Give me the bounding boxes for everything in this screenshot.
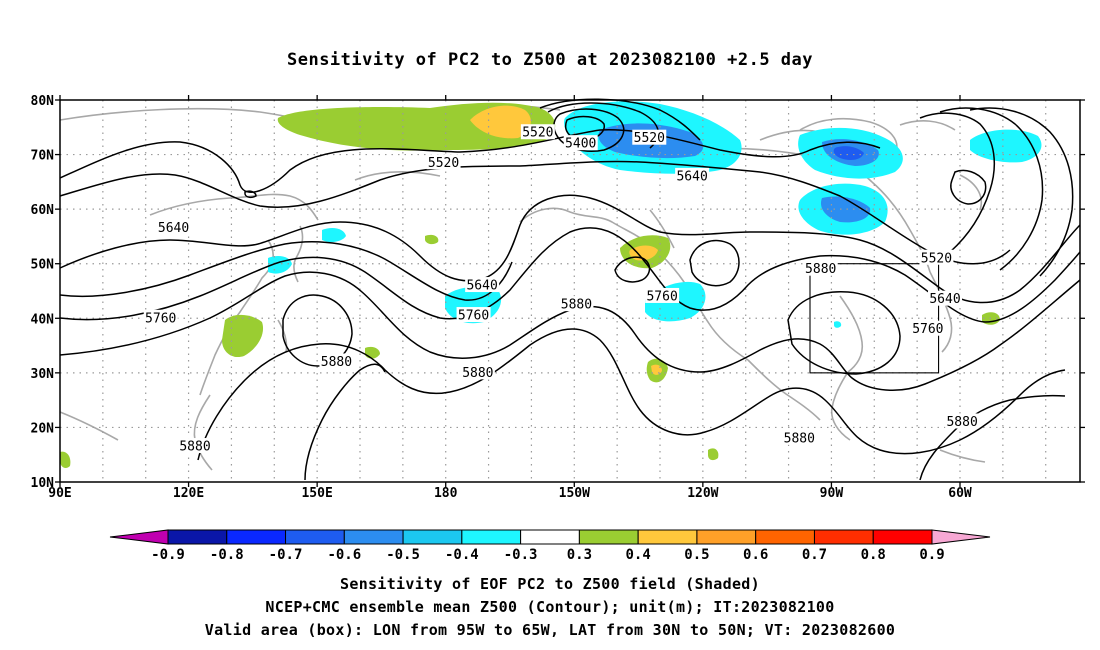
contour-label: 5880 — [946, 415, 977, 430]
contour-label: 5880 — [784, 431, 815, 446]
colorbar: -0.9 -0.8 -0.7 -0.6 -0.5 -0.4 -0.3 0.3 0.4 0.5 0.6… — [109, 529, 991, 563]
colorbar-segment — [402, 529, 463, 545]
lat-label: 10N — [31, 476, 55, 491]
colorbar-label: 0.7 — [802, 547, 827, 563]
colorbar-arrow-high — [931, 529, 991, 545]
colorbar-label: -0.4 — [445, 547, 479, 563]
contour-label: 5520 — [634, 131, 665, 146]
colorbar-segment — [637, 529, 698, 545]
contour-label: 5760 — [458, 309, 489, 324]
colorbar-segment — [226, 529, 287, 545]
contour-label: 5400 — [565, 137, 596, 152]
contour-label-bg — [178, 438, 212, 454]
contour-label: 5760 — [912, 322, 943, 337]
colorbar-label: 0.3 — [567, 547, 592, 563]
colorbar-segment — [578, 529, 639, 545]
lon-label: 150W — [559, 486, 590, 501]
colorbar-segment — [696, 529, 757, 545]
lat-label: 70N — [31, 149, 55, 164]
contour-label: 5880 — [561, 298, 592, 313]
colorbar-segment — [461, 529, 522, 545]
colorbar-label: -0.5 — [386, 547, 420, 563]
contour-label: 5640 — [929, 292, 960, 307]
contour-label: 5760 — [646, 289, 677, 304]
lon-label: 120E — [173, 486, 204, 501]
plot-frame — [59, 99, 1081, 483]
colorbar-label: 0.8 — [861, 547, 886, 563]
contour-label-bg — [803, 260, 838, 276]
colorbar-label: 0.4 — [626, 547, 651, 563]
colorbar-segment — [872, 529, 933, 545]
contour-label-bg — [456, 307, 491, 323]
axis-labels: 90E 120E 150E 180 150W 120W 90W 60W 80N 70N 60N 50N… — [31, 94, 972, 501]
lon-label: 90W — [820, 486, 844, 501]
contour-label-bg — [460, 364, 495, 380]
colorbar-label: -0.7 — [269, 547, 303, 563]
contour-label: 5880 — [179, 440, 210, 455]
contour-label: 5640 — [466, 279, 497, 294]
contour-label-bg — [919, 249, 954, 265]
lat-label: 60N — [31, 203, 55, 218]
contour-label: 5880 — [321, 355, 352, 370]
contour-labels: 5520 5400 5520 5520 5640 5640 5520 5880 5640 5760… — [143, 124, 980, 455]
lat-label: 30N — [31, 367, 55, 382]
contour-label-bg — [645, 287, 680, 303]
footer-line-2: NCEP+CMC ensemble mean Z500 (Contour); u… — [265, 598, 835, 616]
axis-ticks — [55, 95, 1085, 487]
colorbar-label: -0.3 — [504, 547, 538, 563]
contour-label: 5760 — [145, 311, 176, 326]
contour-label-bg — [426, 154, 461, 170]
contour-label-bg — [319, 353, 354, 369]
lat-label: 40N — [31, 312, 55, 327]
lon-label: 180 — [434, 486, 458, 501]
colorbar-label: -0.8 — [210, 547, 244, 563]
colorbar-segment — [167, 529, 228, 545]
colorbar-label: -0.9 — [151, 547, 185, 563]
contour-label-bg — [675, 167, 710, 183]
colorbar-segment — [813, 529, 874, 545]
contour-label-bg — [143, 309, 178, 325]
contour-label-bg — [945, 413, 980, 429]
contour-label-bg — [928, 290, 962, 306]
sensitivity-shading — [60, 101, 1042, 468]
lon-label: 120W — [687, 486, 718, 501]
footer-line-3: Valid area (box): LON from 95W to 65W, L… — [204, 621, 896, 639]
lon-label: 90E — [48, 486, 71, 501]
lat-label: 80N — [31, 94, 55, 109]
colorbar-segment — [343, 529, 404, 545]
contour-label-bg — [782, 429, 817, 445]
contour-label-bg — [520, 124, 555, 140]
colorbar-segment — [755, 529, 815, 545]
lat-label: 20N — [31, 421, 55, 436]
colorbar-label: 0.9 — [919, 547, 944, 563]
contour-label-bg — [559, 296, 594, 312]
contour-label-bg — [465, 277, 500, 293]
colorbar-label: 0.6 — [743, 547, 768, 563]
colorbar-label: -0.6 — [327, 547, 361, 563]
colorbar-arrow-low — [109, 529, 169, 545]
contour-label: 5880 — [462, 366, 493, 381]
colorbar-segment — [285, 529, 345, 545]
contour-label: 5520 — [522, 126, 553, 141]
contour-label-bg — [632, 129, 667, 145]
valid-area-box — [809, 263, 940, 374]
colorbar-segment — [520, 529, 580, 545]
contour-label: 5520 — [921, 251, 952, 266]
map-title: Sensitivity of PC2 to Z500 at 2023082100… — [286, 50, 813, 70]
contour-label: 5520 — [428, 156, 459, 171]
lat-label: 50N — [31, 258, 55, 273]
lon-label: 150E — [301, 486, 332, 501]
footer-line-1: Sensitivity of EOF PC2 to Z500 field (Sh… — [340, 575, 760, 593]
contour-label-bg — [910, 320, 945, 336]
contour-label-bg — [156, 219, 191, 235]
contour-label: 5640 — [676, 169, 707, 184]
lat-lon-grid — [60, 100, 1080, 482]
colorbar-label: 0.5 — [684, 547, 709, 563]
contour-label: 5640 — [158, 221, 189, 236]
contour-label: 5880 — [805, 262, 836, 277]
z500-contours — [59, 98, 1081, 481]
lon-label: 60W — [948, 486, 972, 501]
contour-label-bg — [563, 135, 598, 151]
